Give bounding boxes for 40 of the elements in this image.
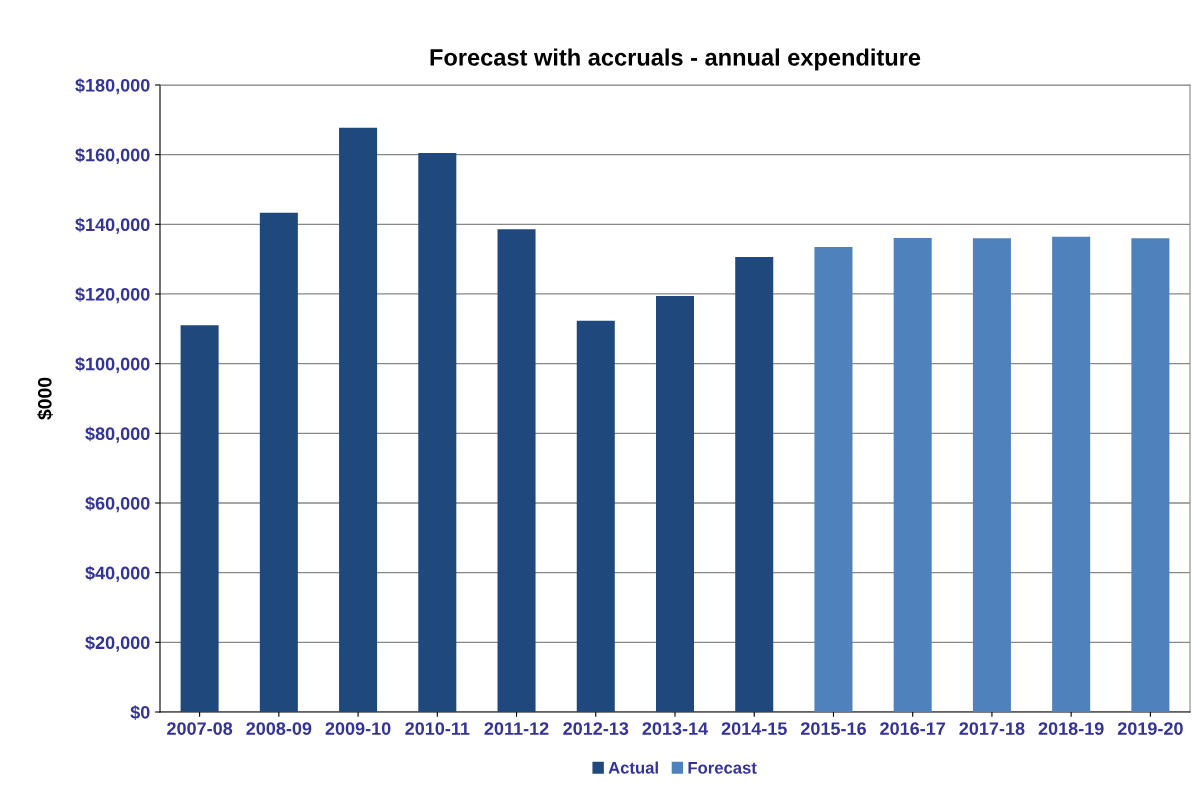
x-tick-label: 2010-11	[405, 722, 470, 735]
y-tick-label: $20,000	[85, 635, 150, 652]
y-tick-label: $40,000	[85, 565, 150, 582]
x-tick-label: 2014-15	[721, 722, 787, 735]
y-tick-label: $120,000	[75, 287, 150, 304]
chart-title: Forecast with accruals - annual expenditure	[430, 48, 921, 71]
x-tick-label: 2019-20	[1117, 722, 1183, 735]
legend-label: Forecast	[688, 762, 757, 774]
bar	[735, 257, 774, 712]
legend-label: Actual	[608, 761, 658, 774]
bar	[972, 238, 1011, 712]
x-tick-label: 2015-16	[800, 722, 866, 735]
y-tick-label: $80,000	[85, 426, 150, 443]
y-tick-label: $100,000	[75, 356, 150, 373]
x-tick-label: 2017-18	[959, 722, 1025, 735]
y-tick-label: $60,000	[85, 496, 150, 513]
bar	[180, 325, 219, 712]
bar	[497, 229, 536, 712]
y-axis-title: $000	[37, 377, 53, 420]
y-tick-label: $160,000	[75, 147, 150, 164]
x-tick-label: 2012-13	[563, 722, 629, 736]
x-tick-label: 2008-09	[246, 722, 312, 735]
bar	[1131, 238, 1170, 712]
bar	[418, 152, 457, 712]
bar	[1052, 236, 1091, 712]
bar	[655, 296, 695, 712]
x-tick-label: 2013-14	[642, 722, 709, 736]
y-tick-label: $180,000	[75, 78, 150, 95]
bar	[814, 246, 853, 712]
bar	[259, 212, 298, 712]
bar	[576, 320, 615, 712]
y-tick-label: $140,000	[75, 217, 150, 234]
y-tick-label: $0	[130, 705, 150, 720]
x-tick-label: 2018-19	[1038, 722, 1104, 735]
x-tick-label: 2009-10	[325, 722, 391, 735]
x-tick-label: 2007-08	[167, 722, 233, 735]
x-tick-label: 2016-17	[880, 722, 946, 735]
bar	[339, 127, 378, 712]
x-tick-label: 2011-12	[484, 722, 549, 735]
bar	[893, 237, 932, 712]
